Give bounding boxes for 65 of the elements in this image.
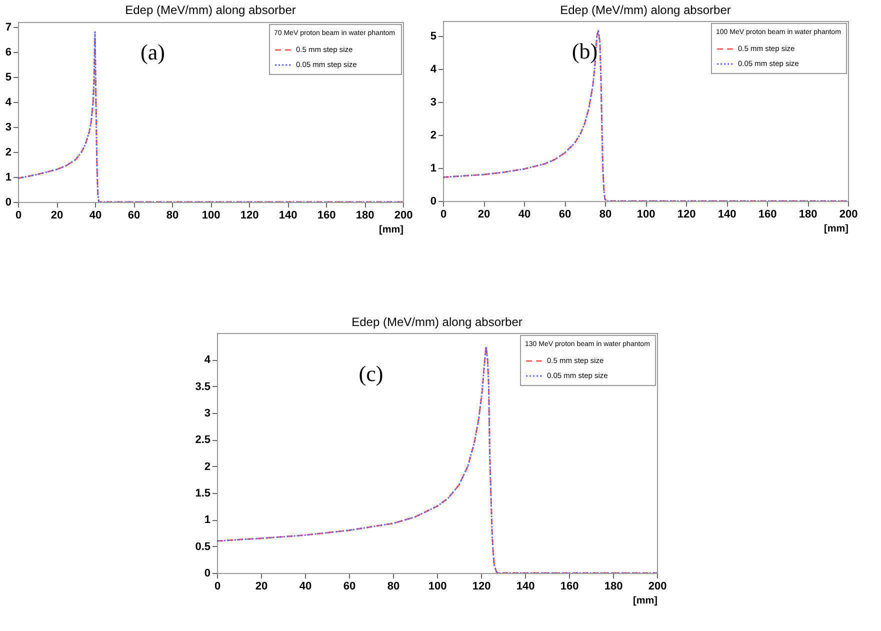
y-tick-label: 1: [204, 514, 210, 526]
x-tick-label: 180: [798, 208, 818, 220]
x-tick-label: 200: [394, 210, 413, 222]
y-tick-label: 4: [5, 96, 12, 108]
x-tick-label: 0: [440, 208, 447, 220]
y-tick-label: 0: [430, 196, 436, 208]
y-tick-label: 3: [5, 122, 12, 134]
y-tick-label: 5: [5, 72, 12, 84]
x-tick-label: 20: [478, 208, 490, 220]
x-tick-label: 20: [255, 580, 268, 592]
x-tick-label: 120: [677, 208, 696, 220]
x-tick-label: 60: [558, 208, 572, 220]
x-tick-label: 160: [560, 580, 579, 592]
x-tick-label: 180: [356, 210, 374, 222]
y-tick-label: 7: [5, 22, 12, 34]
chart-title: Edep (MeV/mm) along absorber: [352, 315, 522, 329]
x-tick-label: 160: [317, 210, 336, 222]
x-tick-label: 60: [128, 210, 140, 222]
x-tick-label: 100: [636, 208, 656, 220]
x-tick-label: 140: [278, 210, 298, 222]
x-axis-title: [mm]: [824, 224, 848, 234]
x-tick-label: 100: [428, 580, 447, 592]
y-tick-label: 0: [204, 568, 210, 580]
y-tick-label: 6: [5, 46, 12, 58]
y-tick-label: 1: [5, 172, 12, 184]
y-tick-label: 2: [5, 146, 12, 158]
y-tick-label: 2: [204, 460, 210, 473]
y-tick-label: 0: [5, 196, 12, 208]
y-tick-label: 0.5: [195, 540, 210, 553]
y-tick-label: 3: [204, 408, 210, 420]
x-tick-label: 20: [50, 210, 64, 222]
x-tick-label: 200: [648, 580, 667, 592]
x-tick-label: 0: [15, 210, 22, 222]
x-tick-label: 40: [299, 580, 312, 592]
chart-title: Edep (MeV/mm) along absorber: [560, 3, 731, 17]
y-tick-label: 2.5: [195, 434, 210, 446]
x-tick-label: 80: [387, 580, 400, 592]
x-axis-title: [mm]: [633, 596, 658, 606]
x-tick-label: 60: [343, 580, 356, 592]
x-tick-label: 80: [166, 210, 179, 222]
x-tick-label: 40: [89, 210, 102, 222]
y-tick-label: 3.5: [195, 380, 210, 393]
y-tick-label: 2: [430, 129, 436, 142]
chart-title: Edep (MeV/mm) along absorber: [125, 3, 296, 17]
x-tick-label: 100: [202, 210, 220, 222]
y-tick-label: 1: [430, 162, 436, 174]
x-tick-label: 140: [718, 208, 736, 220]
x-tick-label: 140: [516, 580, 535, 592]
x-tick-label: 80: [599, 208, 612, 220]
annotation: (a): [140, 40, 165, 65]
y-tick-label: 4: [430, 63, 438, 76]
x-tick-label: 200: [839, 208, 858, 220]
x-tick-label: 160: [758, 208, 777, 220]
x-tick-label: 120: [240, 210, 259, 222]
x-tick-label: 40: [518, 208, 531, 220]
x-tick-label: 0: [214, 580, 221, 592]
y-tick-label: 3: [430, 96, 436, 108]
y-tick-label: 1.5: [195, 488, 210, 500]
y-tick-label: 5: [430, 30, 436, 42]
annotation: (c): [358, 360, 384, 386]
y-tick-label: 4: [204, 354, 212, 366]
x-tick-label: 120: [472, 580, 491, 592]
x-tick-label: 180: [604, 580, 623, 592]
x-axis-title: [mm]: [379, 224, 404, 236]
annotation: (b): [572, 38, 598, 64]
